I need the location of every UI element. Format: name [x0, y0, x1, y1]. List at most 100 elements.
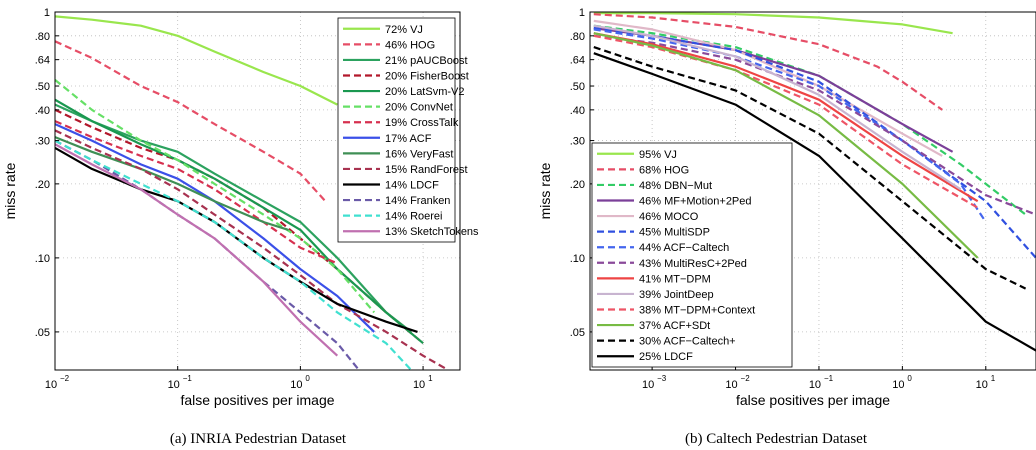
inria-legend-frame: [337, 17, 456, 243]
inria-xtick-label: 10: [290, 379, 302, 391]
caltech-legend-label-13: 25% LDCF: [639, 351, 693, 363]
inria-legend-label-2: 21% pAUCBoost: [385, 55, 468, 67]
inria-ylabel: miss rate: [2, 162, 18, 219]
caltech-series-0: [593, 12, 953, 35]
caltech-series-13: [593, 52, 1036, 352]
inria-ytick-label: .20: [35, 179, 50, 191]
inria-series-13: [55, 143, 339, 357]
caltech-xtick-exponent: −1: [824, 374, 834, 383]
inria-legend-label-8: 16% VeryFast: [385, 148, 453, 160]
inria-ytick-label: .40: [35, 105, 50, 117]
caltech-series-8: [593, 32, 979, 203]
caltech-legend-label-4: 46% MOCO: [639, 211, 699, 223]
inria-legend-label-10: 14% LDCF: [385, 180, 439, 192]
inria-xtick-label: 10: [413, 379, 425, 391]
caltech-legend: 95% VJ 68% HOG 48% DBN−Mut 46% MF+Motion+2P…: [591, 142, 793, 368]
inria-series-2: [55, 103, 412, 333]
inria-series-5: [55, 78, 376, 314]
caltech-series-1: [593, 13, 943, 111]
caltech-ytick-label: .10: [570, 253, 585, 265]
inria-series-1: [55, 40, 327, 202]
inria-xtick-label: 10: [168, 379, 180, 391]
inria-panel: 1.80.64.50.40.30.20.10.0510−210−1100101f…: [2, 7, 479, 408]
caltech-series-11: [593, 32, 979, 259]
caltech-ylabel: miss rate: [537, 162, 553, 219]
inria-legend-label-9: 15% RandForest: [385, 164, 468, 176]
inria-xtick-exponent: −1: [183, 374, 193, 383]
inria-xtick-label: 10: [45, 379, 57, 391]
inria-legend-label-12: 14% Roerei: [385, 211, 442, 223]
inria-legend-label-7: 17% ACF: [385, 133, 432, 145]
caltech-legend-label-7: 43% MultiResC+2Ped: [639, 258, 747, 270]
inria-series-6: [55, 120, 338, 265]
inria-xlabel: false positives per image: [180, 392, 334, 408]
inria-ytick-label: .50: [35, 81, 50, 93]
caltech-ytick-label: .64: [570, 55, 585, 67]
caltech-legend-label-12: 30% ACF−Caltech+: [639, 336, 736, 348]
caltech-series-9: [593, 24, 962, 191]
inria-legend-label-0: 72% VJ: [385, 24, 423, 36]
inria-xtick-exponent: −2: [60, 374, 70, 383]
caltech-xtick-label: 10: [976, 379, 988, 391]
inria-legend: 72% VJ 46% HOG 21% pAUCBoost 20% FisherBoos…: [337, 17, 479, 243]
inria-series-group: [55, 15, 449, 370]
inria-legend-label-5: 20% ConvNet: [385, 102, 453, 114]
caltech-legend-label-6: 44% ACF−Caltech: [639, 242, 729, 254]
inria-ytick-label: .30: [35, 136, 50, 148]
caltech-legend-label-8: 41% MT−DPM: [639, 273, 711, 285]
inria-ytick-label: .10: [35, 253, 50, 265]
inria-xtick-exponent: 1: [428, 374, 433, 383]
caltech-legend-label-1: 68% HOG: [639, 164, 689, 176]
caltech-plot-frame: [589, 11, 1036, 371]
caltech-series-10: [593, 34, 979, 209]
caltech-xtick-label: 10: [809, 379, 821, 391]
inria-ytick-label: .05: [35, 327, 50, 339]
inria-plot-frame: [54, 11, 461, 371]
caltech-series-7: [593, 34, 1036, 216]
caltech-legend-label-9: 39% JointDeep: [639, 289, 714, 301]
caltech-ytick-label: .40: [570, 105, 585, 117]
caltech-series-12: [593, 46, 1027, 290]
caltech-caption: (b) Caltech Pedestrian Dataset: [685, 431, 868, 447]
inria-legend-label-3: 20% FisherBoost: [385, 71, 469, 83]
caltech-xtick-exponent: 1: [991, 374, 996, 383]
inria-legend-label-6: 19% CrossTalk: [385, 117, 459, 129]
inria-legend-label-11: 14% Franken: [385, 195, 450, 207]
inria-series-4: [55, 98, 424, 345]
caltech-legend-label-3: 46% MF+Motion+2Ped: [639, 196, 752, 208]
caltech-xtick-label: 10: [642, 379, 654, 391]
caltech-xlabel: false positives per image: [736, 392, 890, 408]
caltech-ytick-label: .20: [570, 179, 585, 191]
caltech-legend-label-5: 45% MultiSDP: [639, 227, 710, 239]
caltech-ytick-label: .50: [570, 81, 585, 93]
caltech-legend-label-10: 38% MT−DPM+Context: [639, 305, 755, 317]
inria-xtick-exponent: 0: [305, 374, 310, 383]
inria-legend-label-13: 13% SketchTokens: [385, 226, 479, 238]
inria-caption: (a) INRIA Pedestrian Dataset: [170, 431, 347, 447]
caltech-legend-label-11: 37% ACF+SDt: [639, 320, 710, 332]
caltech-series-4: [593, 19, 943, 157]
inria-series-8: [55, 136, 289, 231]
inria-legend-label-1: 46% HOG: [385, 39, 435, 51]
caltech-xtick-label: 10: [725, 379, 737, 391]
inria-ytick-label: .80: [35, 31, 50, 43]
caltech-ytick-label: .80: [570, 31, 585, 43]
inria-series-0: [55, 15, 338, 106]
caltech-series-group: [593, 12, 1036, 352]
caltech-xtick-exponent: −2: [741, 374, 751, 383]
caltech-legend-label-0: 95% VJ: [639, 149, 677, 161]
inria-series-12: [55, 139, 413, 370]
caltech-panel: 1.80.64.50.40.30.20.10.0510−310−210−1100…: [537, 7, 1036, 408]
caltech-xtick-exponent: −3: [657, 374, 667, 383]
caltech-series-6: [593, 28, 987, 223]
caltech-ytick-label: .05: [570, 327, 585, 339]
inria-ytick-label: .64: [35, 55, 50, 67]
caltech-xtick-label: 10: [892, 379, 904, 391]
caltech-ytick-label: .30: [570, 136, 585, 148]
caltech-legend-label-2: 48% DBN−Mut: [639, 180, 712, 192]
caltech-xtick-exponent: 0: [907, 374, 912, 383]
caltech-ytick-label: 1: [579, 7, 585, 19]
inria-legend-label-4: 20% LatSvm-V2: [385, 86, 464, 98]
caltech-legend-frame: [591, 142, 793, 368]
